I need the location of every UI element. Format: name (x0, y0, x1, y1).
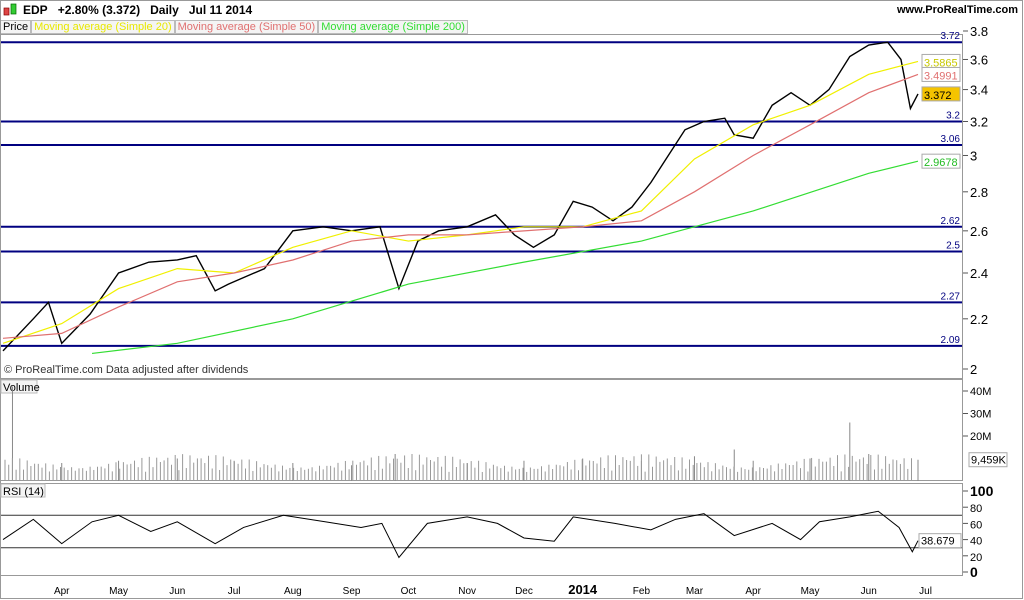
date: Jul 11 2014 (188, 3, 253, 17)
level-label: 3.72 (941, 31, 961, 42)
price-tick-label: 2.8 (970, 185, 988, 200)
volume-tick-label: 30M (970, 409, 991, 421)
rsi-badge (918, 533, 962, 549)
moving-average-line (2, 60, 919, 344)
legend: Price Moving average (Simple 20) Moving … (0, 20, 468, 34)
price-tick-label: 3.2 (970, 114, 988, 129)
value-badge (921, 86, 961, 102)
x-tick-label: Jul (228, 586, 241, 597)
volume-tick-label: 40M (970, 386, 991, 398)
candlestick-icon (3, 3, 17, 16)
value-badge (921, 66, 961, 82)
change: +2.80% (3.372) (57, 3, 141, 17)
x-tick-label: Nov (458, 586, 476, 597)
price-tick-label: 3 (970, 148, 977, 163)
x-tick-label: 2014 (568, 582, 598, 597)
price-tick-label: 3.4 (970, 83, 988, 98)
x-tick-label: Jun (169, 586, 185, 597)
x-tick-label: Jun (861, 586, 877, 597)
chart-header: EDP +2.80% (3.372) Daily Jul 11 2014 www… (0, 0, 1024, 20)
x-tick-label: Apr (54, 586, 70, 597)
volume-badge-text: 9,459K (971, 455, 1007, 467)
volume-tick-label: 20M (970, 431, 991, 443)
price-tick-label: 2.2 (970, 312, 988, 327)
price-tick-label: 2 (970, 362, 977, 377)
price-tick-label: 3.6 (970, 52, 988, 67)
rsi-tick-label: 20 (970, 552, 982, 564)
price-line (2, 41, 919, 352)
volume-panel (0, 379, 963, 481)
volume-label: Volume (3, 382, 40, 394)
value-badge-text: 3.4991 (924, 70, 958, 82)
value-badge-text: 3.5865 (924, 57, 958, 69)
level-label: 2.62 (941, 216, 961, 227)
x-tick-label: Jul (919, 586, 932, 597)
legend-ma50[interactable]: Moving average (Simple 50) (174, 20, 319, 34)
rsi-tick-label: 0 (970, 564, 978, 580)
rsi-tick-label: 80 (970, 503, 982, 515)
price-panel (0, 34, 963, 379)
moving-average-line (91, 160, 919, 355)
legend-ma200[interactable]: Moving average (Simple 200) (318, 20, 468, 34)
x-tick-label: Sep (343, 586, 361, 597)
x-tick-label: May (109, 586, 128, 597)
rsi-label-box (0, 483, 46, 498)
level-label: 3.2 (946, 110, 960, 121)
rsi-tick-label: 100 (970, 483, 994, 499)
rsi-label: RSI (14) (3, 486, 44, 498)
x-tick-label: Oct (401, 586, 417, 597)
level-label: 2.09 (941, 335, 961, 346)
price-tick-label: 3.8 (970, 24, 988, 39)
moving-average-line (2, 73, 919, 339)
rsi-panel (0, 483, 963, 576)
x-tick-label: May (801, 586, 820, 597)
rsi-line (2, 510, 919, 559)
rsi-tick-label: 40 (970, 536, 982, 548)
x-tick-label: Mar (686, 586, 704, 597)
rsi-tick-label: 60 (970, 519, 982, 531)
price-tick-label: 2.6 (970, 224, 988, 239)
level-label: 2.5 (946, 240, 960, 251)
rsi-badge-text: 38.679 (921, 536, 955, 548)
legend-price[interactable]: Price (0, 20, 32, 34)
value-badge (921, 153, 961, 169)
price-tick-label: 2.4 (970, 266, 988, 281)
symbol: EDP (23, 3, 48, 17)
chart-title: EDP +2.80% (3.372) Daily Jul 11 2014 (23, 3, 252, 17)
level-label: 2.27 (941, 291, 961, 302)
x-tick-label: Aug (284, 586, 302, 597)
value-badge-text: 3.372 (924, 90, 952, 102)
x-tick-label: Apr (745, 586, 761, 597)
value-badge-text: 2.9678 (924, 157, 958, 169)
legend-ma20[interactable]: Moving average (Simple 20) (31, 20, 175, 34)
footnote: © ProRealTime.com Data adjusted after di… (4, 364, 249, 376)
level-label: 3.06 (941, 134, 961, 145)
value-badge (921, 53, 961, 69)
x-tick-label: Dec (515, 586, 533, 597)
period: Daily (150, 3, 179, 17)
site-link[interactable]: www.ProRealTime.com (896, 4, 1018, 16)
volume-label-box (0, 379, 38, 394)
volume-badge (968, 452, 1008, 468)
x-tick-label: Feb (633, 586, 651, 597)
